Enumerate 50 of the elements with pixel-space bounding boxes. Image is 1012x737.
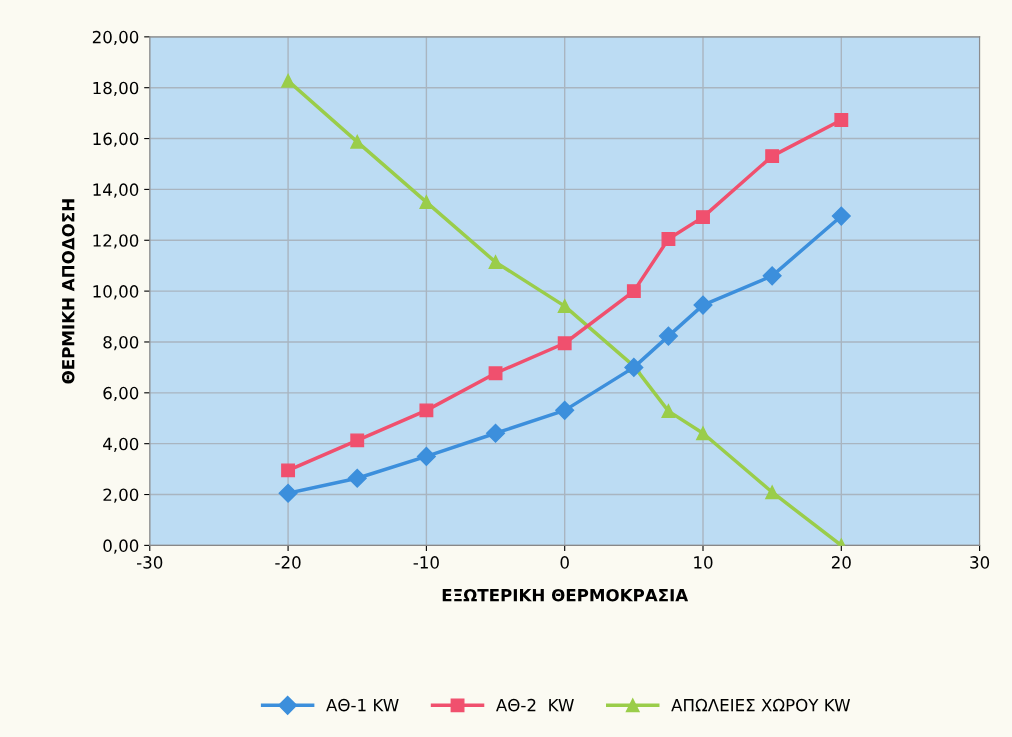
legend-label: ΑΘ-1 KW xyxy=(326,698,399,712)
point xyxy=(661,232,676,246)
y-tick-label: 16,00 xyxy=(93,132,139,147)
point xyxy=(486,423,506,443)
point xyxy=(834,113,849,127)
point xyxy=(281,463,296,478)
point xyxy=(350,433,365,448)
y-axis-title: ΘΕΡΜΙΚΗ ΑΠΟΔΟΣΗ xyxy=(61,199,75,384)
point xyxy=(557,299,572,314)
point xyxy=(831,206,851,226)
point xyxy=(281,73,296,88)
x-tick-label: -30 xyxy=(136,556,163,569)
point xyxy=(347,468,367,488)
x-tick-label: -20 xyxy=(275,556,301,569)
x-axis-title: ΕΞΩΤΕΡΙΚΗ ΘΕΡΜΟΚΡΑΣΙΑ xyxy=(442,588,689,602)
point xyxy=(419,403,434,418)
point xyxy=(765,485,780,500)
point xyxy=(488,366,503,381)
point xyxy=(416,446,436,466)
y-tick-label: 20,00 xyxy=(92,30,139,46)
point xyxy=(696,426,710,441)
point xyxy=(350,134,365,149)
point xyxy=(555,400,575,420)
y-tick-label: 18,00 xyxy=(93,81,139,96)
point xyxy=(488,255,503,270)
point xyxy=(278,483,298,503)
y-tick-label: 0,00 xyxy=(103,539,139,554)
point xyxy=(765,149,780,164)
point xyxy=(419,195,434,210)
point xyxy=(762,266,782,286)
point xyxy=(658,326,678,346)
y-tick-label: 8,00 xyxy=(103,335,139,351)
point xyxy=(696,210,710,225)
point xyxy=(693,295,713,315)
y-tick-label: 10,00 xyxy=(93,285,139,300)
point xyxy=(661,404,676,419)
point xyxy=(626,284,641,299)
y-tick-label: 14,00 xyxy=(93,183,139,198)
y-tick-label: 2,00 xyxy=(103,488,139,503)
x-tick-label: 20 xyxy=(831,556,851,569)
x-tick-label: 10 xyxy=(694,556,713,569)
x-tick-label: -10 xyxy=(413,556,439,569)
point xyxy=(557,336,572,351)
legend-label: ΑΘ-2 KW xyxy=(496,698,574,712)
y-tick-label: 4,00 xyxy=(103,437,139,452)
x-tick-label: 30 xyxy=(970,556,990,569)
y-tick-label: 6,00 xyxy=(103,386,139,402)
x-tick-label: 0 xyxy=(560,556,569,569)
y-tick-label: 12,00 xyxy=(93,234,139,249)
legend-label: ΑΠΩΛΕΙΕΣ ΧΩΡΟΥ KW xyxy=(671,698,851,712)
